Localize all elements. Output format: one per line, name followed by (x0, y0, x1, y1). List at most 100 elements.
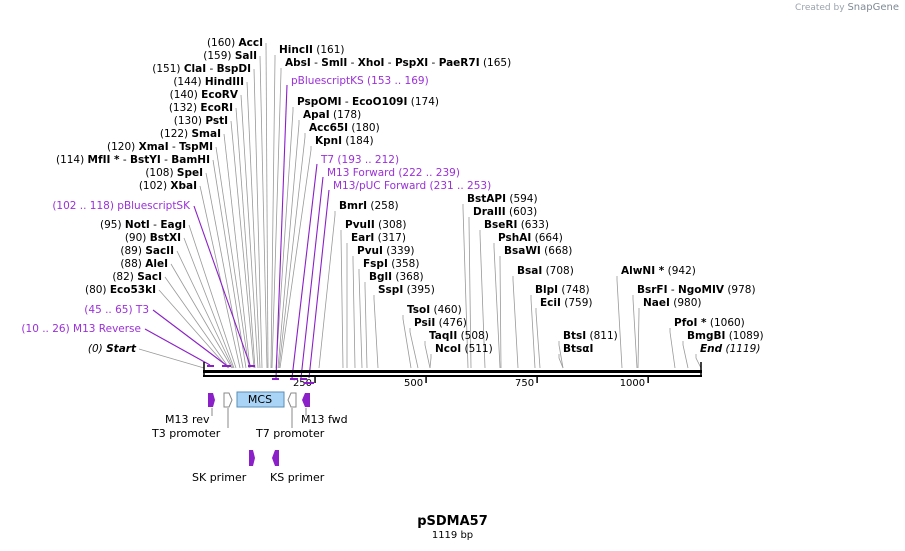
site-position: (160) (207, 37, 239, 49)
restriction-site-label[interactable]: PvuI (339) (357, 245, 415, 257)
restriction-site-label[interactable]: BglI (368) (369, 271, 424, 283)
restriction-site-label[interactable]: (0) Start (88, 343, 137, 355)
primer-label[interactable]: T7 (193 .. 212) (320, 154, 399, 166)
primer-label[interactable]: M13/pUC Forward (231 .. 253) (333, 180, 491, 192)
t3-promoter-label: T3 promoter (151, 427, 221, 440)
site-position: (161) (313, 44, 345, 56)
restriction-site-label[interactable]: HincII (161) (279, 44, 344, 56)
restriction-site-label[interactable]: FspI (358) (363, 258, 419, 270)
restriction-site-label[interactable]: ApaI (178) (303, 109, 361, 121)
site-name: EarI (351, 232, 374, 244)
restriction-site-label[interactable]: (151) ClaI - BspDI (152, 63, 251, 75)
t3-promoter-feature[interactable] (223, 392, 233, 408)
t7-promoter-label: T7 promoter (255, 427, 325, 440)
restriction-site-label[interactable]: NcoI (511) (435, 343, 493, 355)
restriction-site-label[interactable]: (140) EcoRV (170, 89, 239, 101)
restriction-site-label[interactable]: BstAPI (594) (467, 193, 538, 205)
plasmid-length: 1119 bp (431, 530, 474, 541)
restriction-site-label[interactable]: PspOMI - EcoO109I (174) (297, 96, 439, 108)
restriction-site-label[interactable]: BmgBI (1089) (687, 330, 764, 342)
restriction-site-label[interactable]: (159) SalI (203, 50, 257, 62)
restriction-site-label[interactable]: PshAI (664) (498, 232, 563, 244)
restriction-site-label[interactable]: (89) SacII (120, 245, 174, 257)
restriction-site-label[interactable]: EciI (759) (540, 297, 592, 309)
restriction-site-label[interactable]: AlwNI * (942) (621, 265, 696, 277)
restriction-site-label[interactable]: BtsI (811) (563, 330, 618, 342)
restriction-site-label[interactable]: TaqII (508) (429, 330, 489, 342)
restriction-site-label[interactable]: DraIII (603) (473, 206, 537, 218)
axis-tick-label: 1000 (620, 378, 645, 389)
restriction-site-label[interactable]: NaeI (980) (643, 297, 701, 309)
site-name: BsaI (517, 265, 542, 277)
site-leader-line (270, 55, 276, 369)
site-leader-line (275, 107, 294, 369)
site-position: (165) (480, 57, 512, 69)
restriction-site-label[interactable]: (130) PstI (174, 115, 228, 127)
restriction-site-label[interactable]: (90) BstXI (125, 232, 181, 244)
restriction-site-label[interactable]: (114) MfII * - BstYI - BamHI (56, 154, 210, 166)
site-leader-line (479, 230, 486, 369)
ks-primer-feature[interactable] (272, 450, 279, 466)
primer-label[interactable]: (45 .. 65) T3 (84, 304, 149, 316)
m13-rev-feature[interactable] (208, 393, 215, 407)
site-leader-line (373, 295, 379, 369)
site-name: KpnI (315, 135, 342, 147)
site-leader-line (176, 250, 234, 369)
restriction-site-label[interactable]: AbsI - SmlI - XhoI - PspXI - PaeR7I (165… (285, 57, 511, 69)
site-name: PshAI (498, 232, 531, 244)
restriction-site-label[interactable]: (88) AleI (120, 258, 168, 270)
restriction-site-label[interactable]: BsaI (708) (517, 265, 574, 277)
t7-promoter-feature[interactable] (287, 392, 297, 408)
primer-label[interactable]: (10 .. 26) M13 Reverse (21, 323, 141, 335)
site-position: (88) (120, 258, 145, 270)
site-position: (317) (374, 232, 406, 244)
restriction-site-label[interactable]: (95) NotI - EagI (100, 219, 186, 231)
primer-label[interactable]: pBluescriptKS (153 .. 169) (291, 75, 429, 87)
restriction-site-label[interactable]: (102) XbaI (139, 180, 197, 192)
restriction-site-label[interactable]: BmrI (258) (339, 200, 399, 212)
site-name: SacII (145, 245, 174, 257)
restriction-site-label[interactable]: (80) Eco53kI (85, 284, 156, 296)
primer-label[interactable]: (102 .. 118) pBluescriptSK (52, 200, 191, 212)
site-name: BstXI (150, 232, 181, 244)
site-leader-line (235, 107, 256, 369)
site-name: BstAPI (467, 193, 506, 205)
site-name: BmgBI (687, 330, 725, 342)
restriction-site-label[interactable]: (108) SpeI (145, 167, 203, 179)
restriction-site-label[interactable]: (132) EcoRI (169, 102, 233, 114)
restriction-site-label[interactable]: BsrFI - NgoMIV (978) (637, 284, 756, 296)
site-name: AlwNI * (621, 265, 665, 277)
site-position: (180) (348, 122, 380, 134)
restriction-site-label[interactable]: (144) HindIII (173, 76, 244, 88)
site-leader-line (215, 146, 250, 369)
site-name: AleI (145, 258, 168, 270)
restriction-site-label[interactable]: BseRI (633) (484, 219, 549, 231)
site-name: BlpI (535, 284, 558, 296)
restriction-site-label[interactable]: (160) AccI (207, 37, 263, 49)
site-position: (1089) (725, 330, 763, 342)
restriction-site-label[interactable]: End (1119) (700, 343, 760, 355)
restriction-site-label[interactable]: EarI (317) (351, 232, 406, 244)
restriction-site-label[interactable]: BtsαI (563, 343, 593, 355)
restriction-site-label[interactable]: (122) SmaI (160, 128, 221, 140)
primer-label[interactable]: M13 Forward (222 .. 239) (327, 167, 460, 179)
restriction-site-label[interactable]: PfoI * (1060) (674, 317, 745, 329)
sk-primer-label: SK primer (192, 471, 247, 484)
sk-primer-feature[interactable] (249, 450, 255, 466)
restriction-site-label[interactable]: KpnI (184) (315, 135, 374, 147)
restriction-site-label[interactable]: PvuII (308) (345, 219, 406, 231)
mcs-feature[interactable] (236, 391, 285, 408)
restriction-site-label[interactable]: (82) SacI (112, 271, 162, 283)
restriction-site-label[interactable]: (120) XmaI - TspMI (107, 141, 213, 153)
restriction-site-label[interactable]: BlpI (748) (535, 284, 590, 296)
restriction-site-label[interactable]: SspI (395) (378, 284, 435, 296)
site-name: BglI (369, 271, 392, 283)
restriction-site-label[interactable]: BsaWI (668) (504, 245, 572, 257)
restriction-site-label[interactable]: Acc65I (180) (309, 122, 380, 134)
restriction-site-label[interactable]: TsoI (460) (407, 304, 462, 316)
site-leader-line (695, 354, 702, 369)
site-leader-line (230, 120, 255, 369)
m13-fwd-feature[interactable] (302, 393, 310, 407)
restriction-site-label[interactable]: PsiI (476) (414, 317, 467, 329)
site-leader-line (409, 328, 419, 369)
